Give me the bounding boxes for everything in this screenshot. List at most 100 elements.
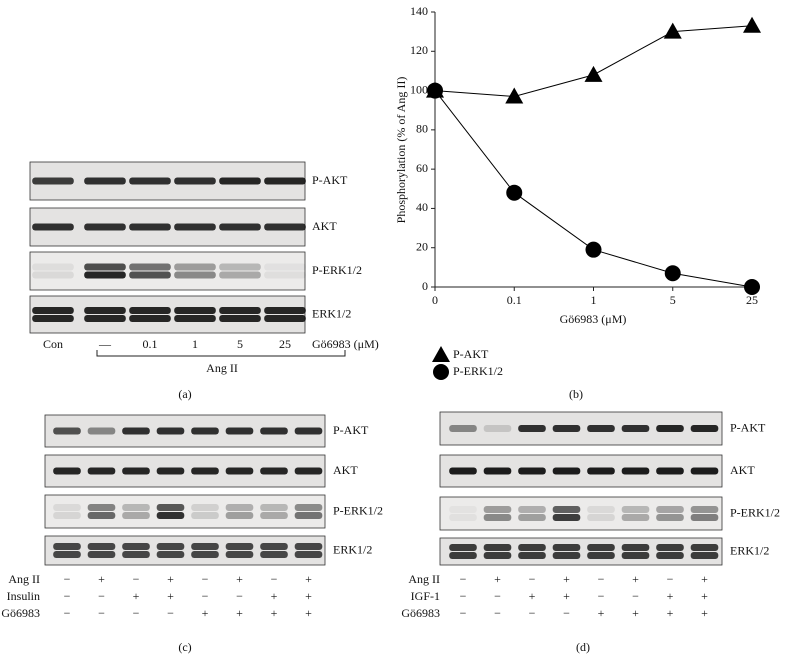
band: [87, 543, 116, 550]
x-tick-label: 5: [670, 293, 676, 307]
band: [87, 504, 116, 511]
band: [552, 514, 581, 521]
band: [225, 551, 254, 558]
blot-label: AKT: [333, 463, 358, 477]
band: [225, 543, 254, 550]
band: [656, 544, 684, 551]
band: [656, 467, 684, 475]
blot-label: AKT: [312, 219, 337, 233]
sign: −: [529, 572, 536, 586]
sign: −: [236, 589, 243, 603]
sign: +: [529, 589, 536, 603]
marker: [663, 22, 682, 39]
band: [294, 504, 323, 511]
row-label: IGF-1: [411, 589, 440, 603]
caption: (b): [569, 387, 583, 401]
band: [156, 543, 185, 550]
band: [294, 543, 323, 550]
band: [53, 551, 81, 558]
band: [191, 467, 219, 475]
sign: +: [632, 572, 639, 586]
band: [449, 506, 477, 513]
band: [156, 512, 185, 519]
blot-label: P-ERK1/2: [312, 263, 362, 277]
band: [84, 223, 126, 231]
sign: −: [64, 589, 71, 603]
band: [129, 223, 171, 231]
band: [156, 427, 185, 435]
sign: −: [667, 572, 674, 586]
marker: [664, 265, 681, 282]
x-tick-label: 25: [746, 293, 758, 307]
sign: +: [98, 572, 105, 586]
band: [84, 271, 126, 279]
band: [587, 544, 615, 551]
sign: −: [632, 589, 639, 603]
band: [483, 514, 512, 521]
sign: +: [701, 589, 708, 603]
sign: −: [64, 572, 71, 586]
band: [174, 271, 216, 279]
band: [621, 514, 650, 521]
sign: −: [563, 606, 570, 620]
band: [129, 307, 171, 314]
band: [260, 551, 288, 558]
sign: −: [133, 572, 140, 586]
x-axis-label: Gö6983 (μM): [560, 312, 627, 326]
band: [294, 427, 323, 435]
band: [156, 551, 185, 558]
sign: −: [460, 606, 467, 620]
row-label: Gö6983: [1, 606, 40, 620]
sign: +: [563, 589, 570, 603]
band: [552, 425, 581, 432]
band: [449, 425, 477, 432]
band: [690, 506, 719, 513]
band: [32, 263, 74, 271]
band: [264, 177, 306, 185]
band: [32, 177, 74, 185]
sign: +: [271, 589, 278, 603]
band: [260, 504, 288, 511]
band: [32, 307, 74, 314]
band: [53, 427, 81, 435]
caption: (c): [178, 640, 191, 654]
band: [122, 512, 150, 519]
marker: [432, 346, 450, 362]
band: [587, 467, 615, 475]
blot: [44, 494, 326, 529]
marker: [744, 279, 760, 295]
band: [225, 504, 254, 511]
sign: +: [305, 589, 312, 603]
band: [260, 427, 288, 435]
band: [174, 177, 216, 185]
sign: +: [701, 572, 708, 586]
sign: −: [460, 572, 467, 586]
marker: [506, 184, 523, 201]
lane-label: 0.1: [143, 337, 158, 351]
band: [518, 425, 546, 432]
blot-label: P-ERK1/2: [730, 505, 780, 519]
band: [129, 315, 171, 322]
band: [84, 263, 126, 271]
band: [84, 315, 126, 322]
band: [518, 552, 546, 559]
band: [32, 315, 74, 322]
band: [483, 552, 512, 559]
band: [518, 467, 546, 475]
band: [129, 263, 171, 271]
blot: [44, 535, 326, 566]
lane-label: Con: [43, 337, 63, 351]
blot-label: P-ERK1/2: [333, 503, 383, 517]
x-tick-label: 1: [591, 293, 597, 307]
band: [84, 307, 126, 314]
sign: +: [167, 572, 174, 586]
band: [219, 307, 261, 314]
y-axis-label: Phosphorylation (% of Ang II): [394, 77, 408, 224]
sign: −: [133, 606, 140, 620]
sign: +: [563, 572, 570, 586]
line: [434, 25, 753, 97]
band: [122, 543, 150, 550]
band: [518, 544, 546, 551]
legend-label: P-ERK1/2: [453, 364, 503, 378]
lane-label: 1: [192, 337, 198, 351]
